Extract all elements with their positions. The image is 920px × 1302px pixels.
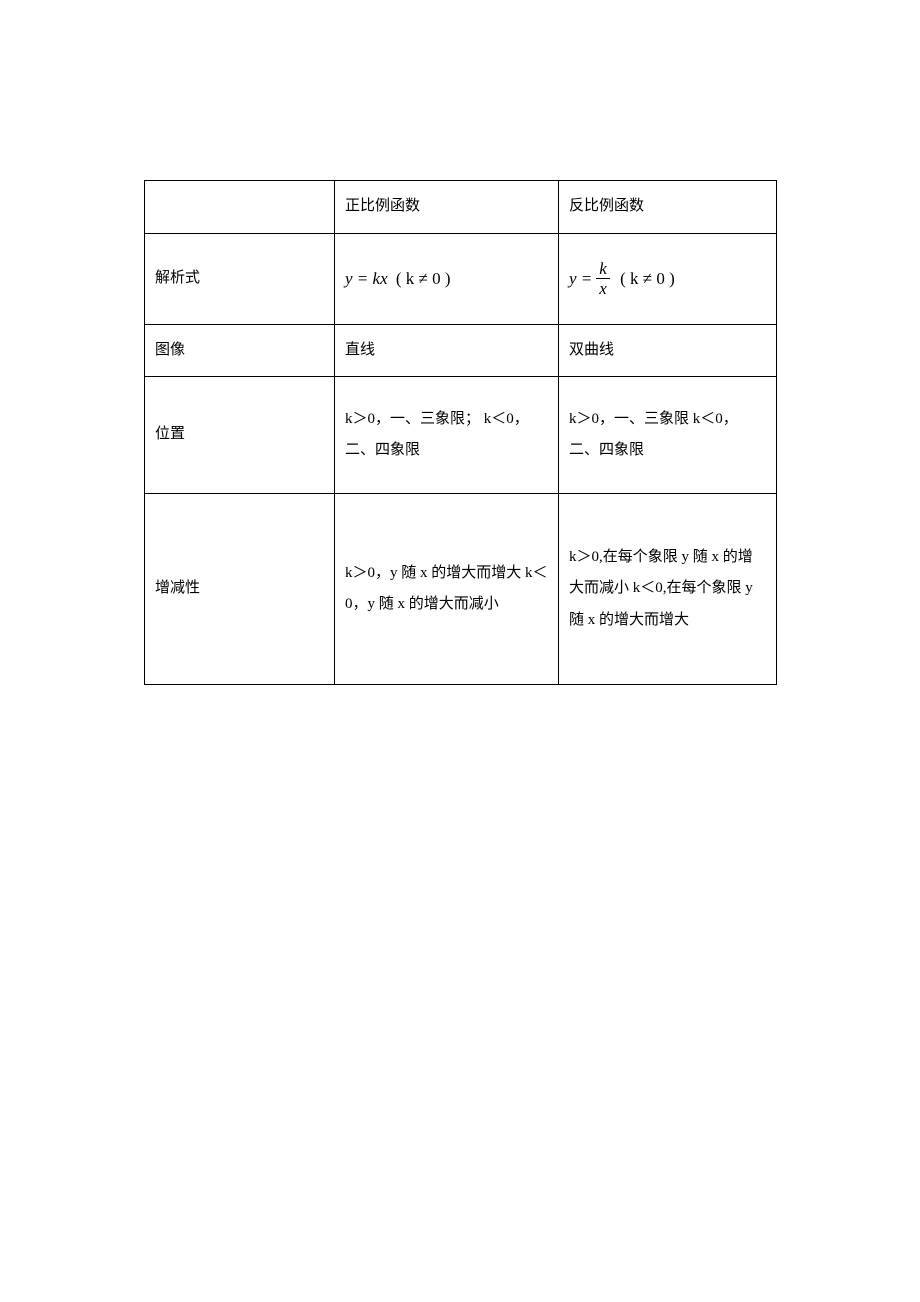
page: 正比例函数 反比例函数 解析式 y = kx ( k ≠ 0 ) y = k x (0, 0, 920, 685)
frac-den: x (596, 278, 610, 297)
monotone-inverse: k＞0,在每个象限 y 随 x 的增大而减小 k＜0,在每个象限 y 随 x 的… (559, 494, 777, 685)
table-row: 解析式 y = kx ( k ≠ 0 ) y = k x ( k ≠ 0 ) (145, 233, 777, 324)
math-inverse: y = k x ( k ≠ 0 ) (569, 260, 675, 297)
table-row: 增减性 k＞0，y 随 x 的增大而增大 k＜0，y 随 x 的增大而减小 k＞… (145, 494, 777, 685)
image-direct: 直线 (335, 324, 559, 377)
position-inverse: k＞0，一、三象限 k＜0，二、四象限 (559, 377, 777, 494)
fraction: k x (596, 260, 610, 297)
expr-lhs: y = (569, 261, 592, 297)
table-row: 位置 k＞0，一、三象限； k＜0，二、四象限 k＞0，一、三象限 k＜0，二、… (145, 377, 777, 494)
condition: ( k ≠ 0 ) (396, 261, 451, 297)
row-label-image: 图像 (145, 324, 335, 377)
row-label-formula: 解析式 (145, 233, 335, 324)
row-label-position: 位置 (145, 377, 335, 494)
condition: ( k ≠ 0 ) (620, 261, 675, 297)
header-inverse: 反比例函数 (559, 181, 777, 234)
image-inverse: 双曲线 (559, 324, 777, 377)
monotone-direct: k＞0，y 随 x 的增大而增大 k＜0，y 随 x 的增大而减小 (335, 494, 559, 685)
header-direct: 正比例函数 (335, 181, 559, 234)
function-comparison-table: 正比例函数 反比例函数 解析式 y = kx ( k ≠ 0 ) y = k x (144, 180, 777, 685)
frac-num: k (596, 260, 610, 278)
row-label-monotone: 增减性 (145, 494, 335, 685)
math-direct: y = kx ( k ≠ 0 ) (345, 261, 451, 297)
position-direct: k＞0，一、三象限； k＜0，二、四象限 (335, 377, 559, 494)
table-row: 正比例函数 反比例函数 (145, 181, 777, 234)
table-row: 图像 直线 双曲线 (145, 324, 777, 377)
expr: y = kx (345, 261, 388, 297)
formula-inverse: y = k x ( k ≠ 0 ) (559, 233, 777, 324)
formula-direct: y = kx ( k ≠ 0 ) (335, 233, 559, 324)
header-empty (145, 181, 335, 234)
